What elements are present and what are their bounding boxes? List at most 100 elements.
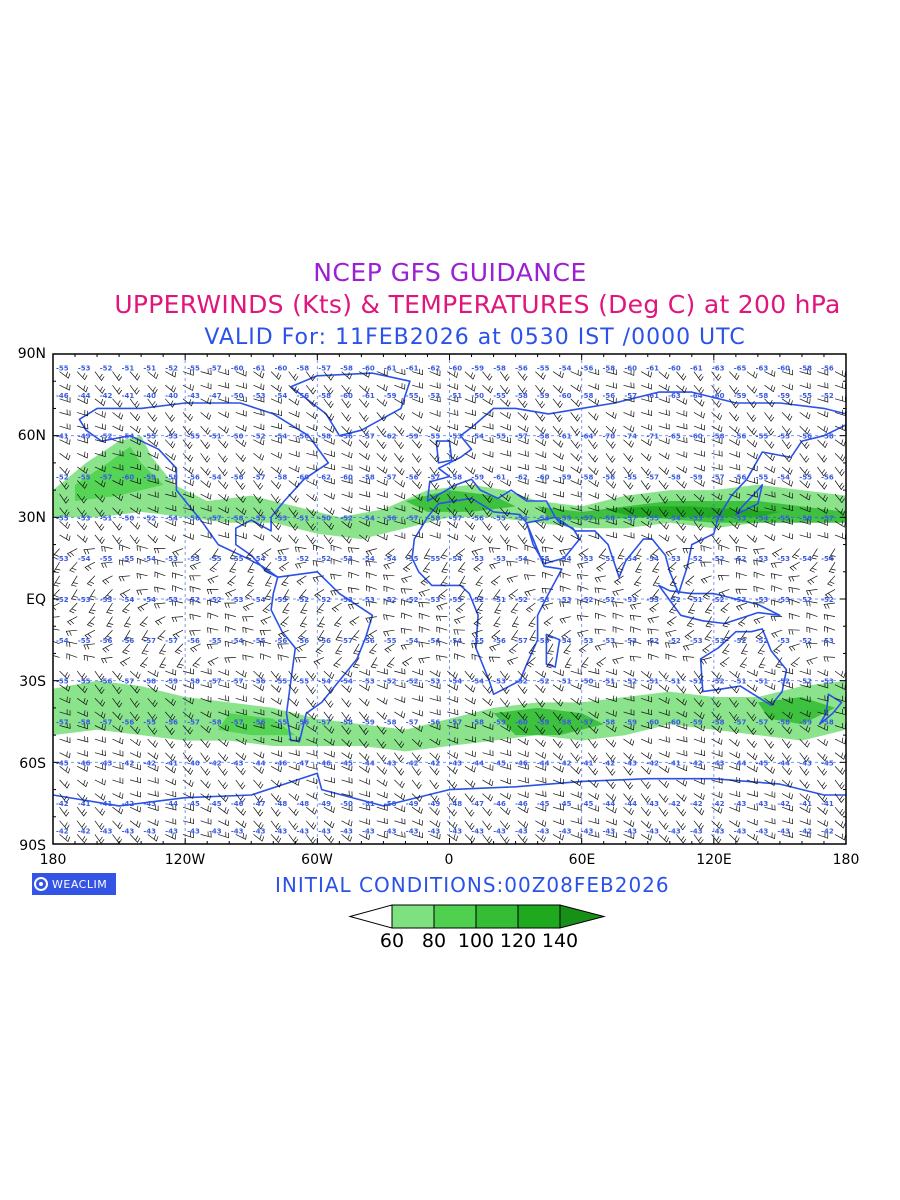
wind-barb [66,616,78,626]
wind-barb [76,670,87,681]
wind-barb [623,779,634,790]
wind-barb [306,806,317,815]
temperature-label: -52 [318,596,331,604]
wind-barb [570,369,582,377]
temperature-label: -57 [756,719,769,727]
wind-barb [165,384,176,393]
wind-barb [112,384,123,395]
temperature-label: -42 [78,827,91,835]
wind-barb [824,589,836,599]
wind-barb [153,548,166,554]
wind-barb [658,480,669,490]
wind-barb [737,616,748,627]
wind-barb [182,711,194,720]
wind-barb [552,818,564,826]
temperature-label: -59 [143,474,156,482]
wind-barb [764,683,776,691]
temperature-label: -55 [231,555,244,563]
wind-barb [270,507,281,518]
wind-barb [676,764,688,772]
wind-barb [764,412,775,422]
temperature-label: -43 [231,759,244,767]
wind-barb [676,410,688,417]
wind-barb [376,518,388,526]
wind-barb [729,820,741,828]
wind-barb [341,534,352,544]
wind-barb [112,750,124,757]
temperature-label: -43 [603,827,616,835]
wind-barb [605,382,617,389]
wind-barb [828,548,836,560]
wind-barb [253,722,265,729]
wind-barb [817,410,829,418]
wind-barb [147,819,159,827]
wind-barb [535,534,546,544]
wind-barb [77,750,89,757]
wind-barb [824,640,836,647]
wind-barb [436,626,448,633]
temperature-label: -56 [603,474,616,482]
wind-barb [676,466,688,474]
wind-barb [359,804,371,811]
wind-barb [429,738,441,746]
wind-barb [253,453,265,461]
wind-barb [277,548,289,556]
wind-barb [306,412,318,420]
wind-barb [209,561,219,573]
wind-barb [570,832,582,839]
wind-barb [394,425,405,436]
wind-barb [605,466,616,477]
wind-barb [200,532,212,539]
wind-barb [207,657,219,666]
temperature-label: -54 [821,555,834,563]
temperature-label: -52 [668,596,681,604]
wind-barb [605,710,617,717]
temperature-label: -42 [428,759,441,767]
temperature-label: -62 [384,433,397,441]
wind-barb [500,763,512,770]
coastline-africa [411,497,563,696]
wind-barb [499,711,511,720]
wind-barb [341,521,353,529]
wind-barb [781,725,793,735]
temperature-label: -41 [581,759,594,767]
wind-barb [612,601,624,607]
wind-barb [658,423,670,430]
wind-barb [341,412,352,422]
lon-label-0: 0 [444,852,454,868]
wind-barb [341,684,352,693]
wind-barb [676,710,688,718]
wind-barb [517,670,529,680]
wind-barb [729,521,740,530]
colorbar-label-60: 60 [379,930,405,952]
wind-barb [112,398,123,408]
wind-barb [351,629,360,641]
wind-barb [282,602,290,614]
wind-barb [676,820,686,831]
wind-barb [580,657,589,669]
wind-barb [359,833,371,841]
temperature-label: -43 [450,759,463,767]
wind-barb [59,453,71,461]
wind-barb [552,425,563,436]
wind-barb [799,806,811,814]
wind-barb [693,493,705,503]
wind-barb [154,571,166,579]
wind-barb [136,589,148,596]
wind-barb [411,738,423,748]
temperature-label: -47 [209,392,222,400]
wind-barb [834,737,846,745]
wind-barb [464,750,476,758]
wind-barb [102,575,113,585]
wind-barb [306,398,317,408]
wind-barb [165,725,175,736]
coastline-north-america [78,402,330,578]
temperature-label: -43 [734,800,747,808]
wind-barb [317,630,325,642]
wind-barb [499,371,510,382]
temperature-label: -57 [100,474,113,482]
wind-barb [217,493,229,502]
wind-barb [552,452,564,460]
temperature-label: -56 [362,637,375,645]
wind-barb [297,629,307,641]
